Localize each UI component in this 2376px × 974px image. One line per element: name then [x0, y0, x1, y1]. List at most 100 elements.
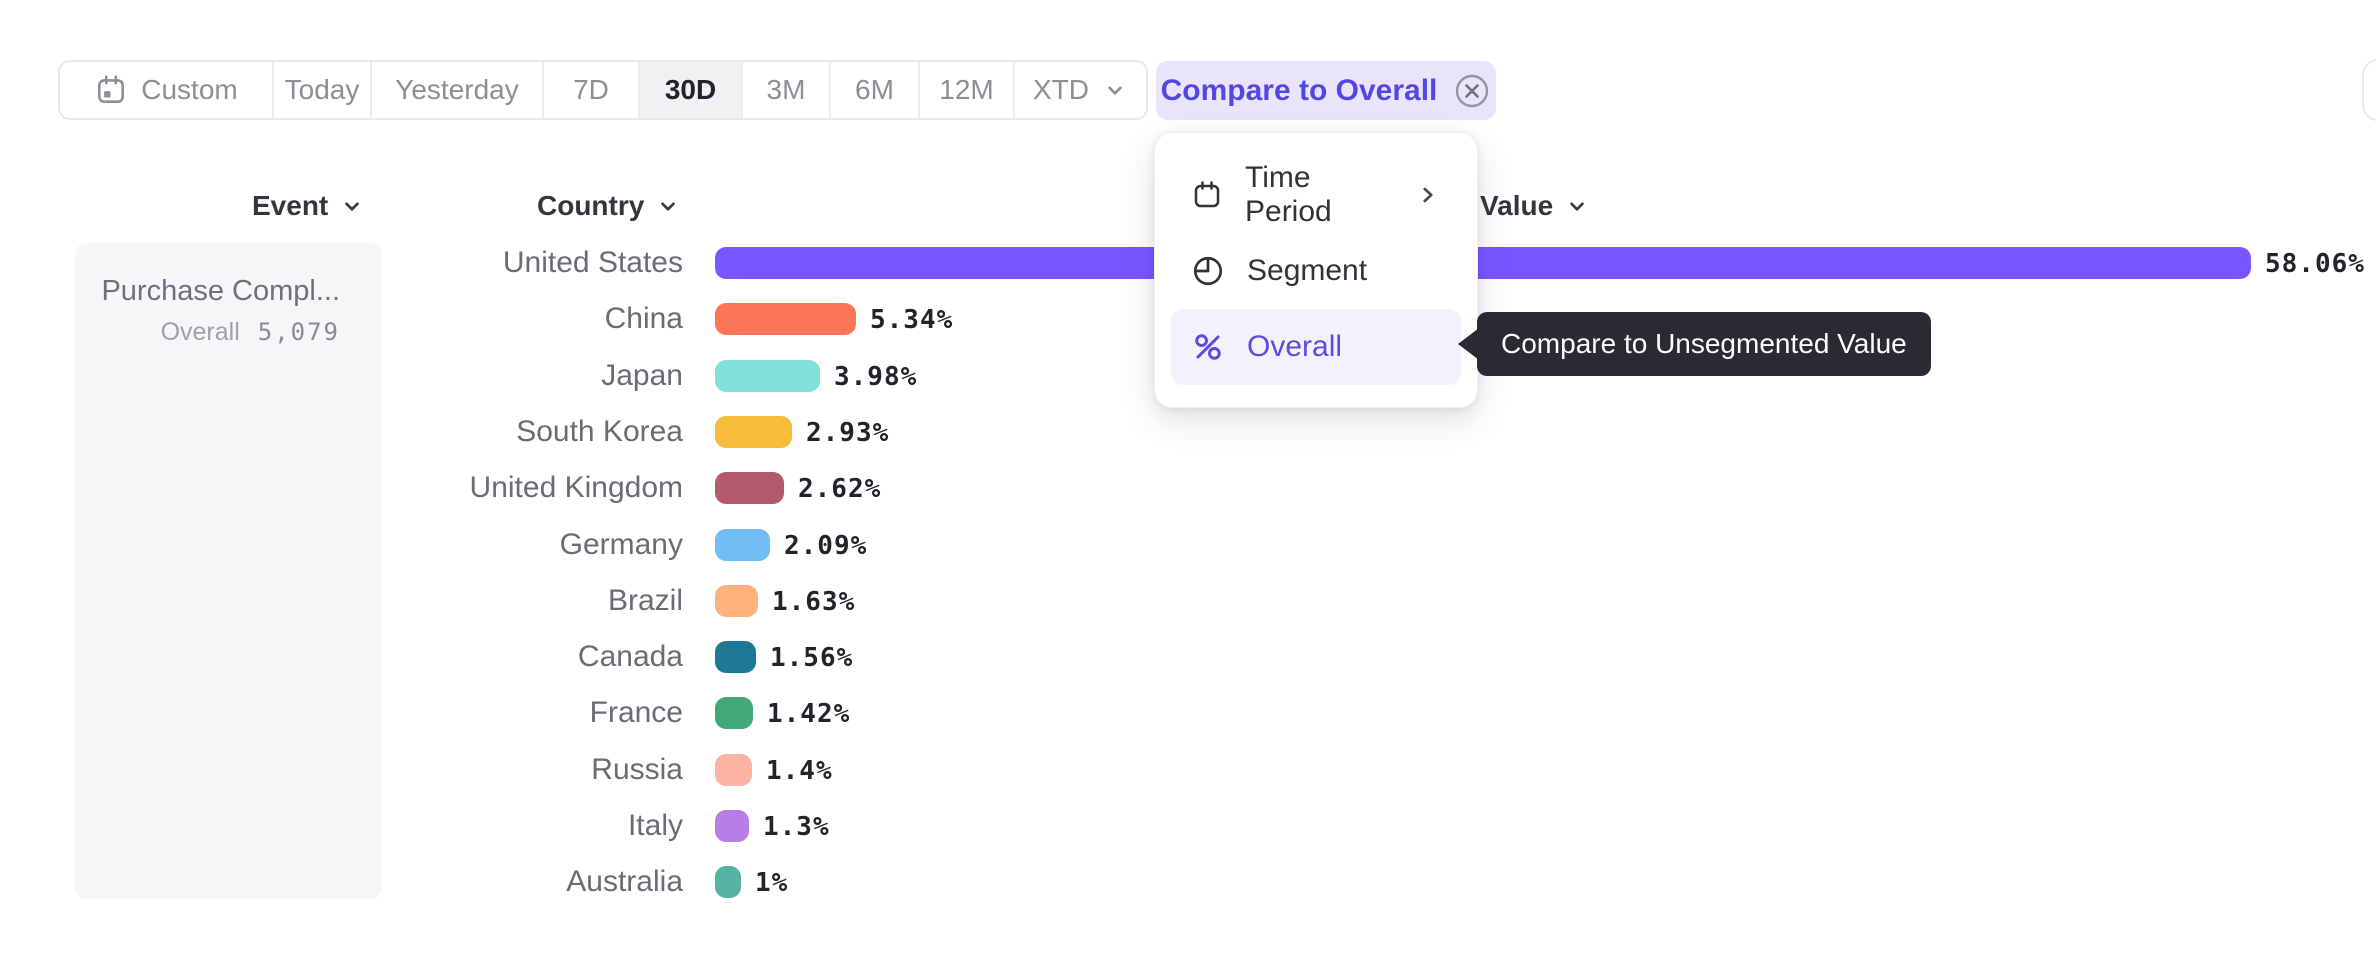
clipped-button-group[interactable]	[2362, 59, 2376, 121]
country-label: United Kingdom	[469, 471, 683, 504]
value-column-header[interactable]: Value	[1480, 188, 1590, 224]
country-label: Italy	[627, 809, 683, 842]
chevron-down-icon	[1564, 193, 1590, 219]
percent-icon	[1191, 330, 1225, 364]
bar-row: Germany 2.09%	[0, 529, 2376, 561]
value-label: 1.42%	[767, 699, 851, 729]
overall-label: Overall	[160, 318, 240, 346]
value-label: 2.93%	[806, 418, 890, 448]
bar-row: Brazil 1.63%	[0, 585, 2376, 617]
tooltip: Compare to Unsegmented Value	[1477, 312, 1931, 376]
menu-item-label: Overall	[1247, 330, 1343, 363]
country-column-header[interactable]: Country	[537, 188, 681, 224]
tooltip-arrow	[1458, 328, 1479, 360]
value-label: 2.09%	[784, 531, 868, 561]
event-overall-row: Overall 5,079	[75, 318, 340, 347]
country-label: South Korea	[516, 415, 683, 448]
country-label: Germany	[559, 528, 683, 561]
value-label: 1.56%	[770, 643, 854, 673]
range-button-label: Today	[284, 74, 360, 105]
menu-item-label: Time Period	[1245, 161, 1332, 228]
bar-row: United States 58.06%	[0, 247, 2376, 279]
chevron-right-icon	[1415, 182, 1441, 208]
range-button-yesterday[interactable]: Yesterday	[372, 62, 544, 118]
range-button-30d[interactable]: 30D	[640, 62, 743, 118]
compare-to-overall-label: Compare to Overall	[1160, 73, 1438, 107]
bar[interactable]	[715, 697, 753, 729]
value-label: 5.34%	[870, 305, 954, 335]
value-label: 3.98%	[834, 362, 918, 392]
bar-row: China 5.34%	[0, 303, 2376, 335]
menu-item-time-period[interactable]: Time Period	[1171, 157, 1461, 233]
overall-value: 5,079	[257, 318, 340, 346]
compare-dropdown-menu: Time Period Segment Overall	[1154, 132, 1478, 408]
country-column-label: Country	[537, 190, 645, 221]
range-button-xtd[interactable]: XTD	[1015, 62, 1146, 118]
country-label: Brazil	[607, 584, 683, 617]
bar[interactable]	[715, 866, 741, 898]
country-label: Australia	[566, 865, 683, 898]
value-label: 1%	[755, 868, 789, 898]
bar[interactable]	[715, 416, 792, 448]
bar-row: Italy 1.3%	[0, 810, 2376, 842]
event-column-header[interactable]: Event	[252, 188, 365, 224]
bar[interactable]	[715, 529, 770, 561]
country-label: Japan	[601, 359, 683, 392]
country-label: Russia	[591, 753, 683, 786]
event-column-label: Event	[252, 190, 329, 221]
chevron-down-icon	[339, 193, 365, 219]
menu-item-segment[interactable]: Segment	[1171, 233, 1461, 309]
bar-row: Canada 1.56%	[0, 641, 2376, 673]
bar-row: Russia 1.4%	[0, 754, 2376, 786]
value-label: 58.06%	[2265, 249, 2365, 279]
bar[interactable]	[715, 641, 756, 673]
range-button-12m[interactable]: 12M	[920, 62, 1015, 118]
value-label: 1.4%	[766, 756, 833, 786]
event-name: Purchase Compl...	[101, 275, 340, 307]
range-button-label: 12M	[939, 74, 994, 105]
bar-row: Australia 1%	[0, 866, 2376, 898]
value-column-label: Value	[1480, 190, 1554, 221]
bar[interactable]	[715, 247, 2251, 279]
circle-x-icon[interactable]	[1453, 72, 1491, 110]
value-label: 1.3%	[763, 812, 830, 842]
value-label: 2.62%	[798, 474, 882, 504]
range-button-label: XTD	[1033, 74, 1089, 105]
menu-item-label: Segment	[1247, 254, 1368, 287]
country-label: France	[589, 696, 683, 729]
country-label: China	[604, 302, 683, 335]
country-label: Canada	[577, 640, 683, 673]
event-card[interactable]: Purchase Compl... Overall 5,079	[75, 243, 382, 899]
chevron-down-icon	[1102, 77, 1128, 103]
bar[interactable]	[715, 754, 752, 786]
range-button-label: 6M	[855, 74, 894, 105]
menu-item-overall[interactable]: Overall	[1171, 309, 1461, 385]
range-button-label: Yesterday	[395, 74, 519, 105]
tooltip-text: Compare to Unsegmented Value	[1501, 328, 1907, 359]
calendar-icon	[1191, 179, 1223, 211]
calendar-icon	[94, 73, 128, 107]
range-button-label: 3M	[766, 74, 806, 105]
range-button-6m[interactable]: 6M	[831, 62, 920, 118]
range-button-label: 7D	[573, 74, 609, 105]
range-button-custom[interactable]: Custom	[60, 62, 274, 118]
bar-row: South Korea 2.93%	[0, 416, 2376, 448]
segment-icon	[1191, 254, 1225, 288]
bar[interactable]	[715, 810, 749, 842]
range-button-7d[interactable]: 7D	[544, 62, 640, 118]
bar-row: United Kingdom 2.62%	[0, 472, 2376, 504]
bar[interactable]	[715, 472, 784, 504]
bar-row: Japan 3.98%	[0, 360, 2376, 392]
range-button-label: 30D	[664, 74, 717, 105]
value-label: 1.63%	[772, 587, 856, 617]
country-label: United States	[502, 246, 683, 279]
bar[interactable]	[715, 360, 820, 392]
range-button-today[interactable]: Today	[274, 62, 372, 118]
range-button-3m[interactable]: 3M	[743, 62, 831, 118]
date-range-toolbar: Custom Today Yesterday 7D 30D 3M 6M 12M XTD	[58, 60, 1148, 120]
chevron-down-icon	[655, 193, 681, 219]
bar[interactable]	[715, 585, 758, 617]
compare-to-overall-button[interactable]: Compare to Overall	[1156, 61, 1496, 120]
bar[interactable]	[715, 303, 856, 335]
